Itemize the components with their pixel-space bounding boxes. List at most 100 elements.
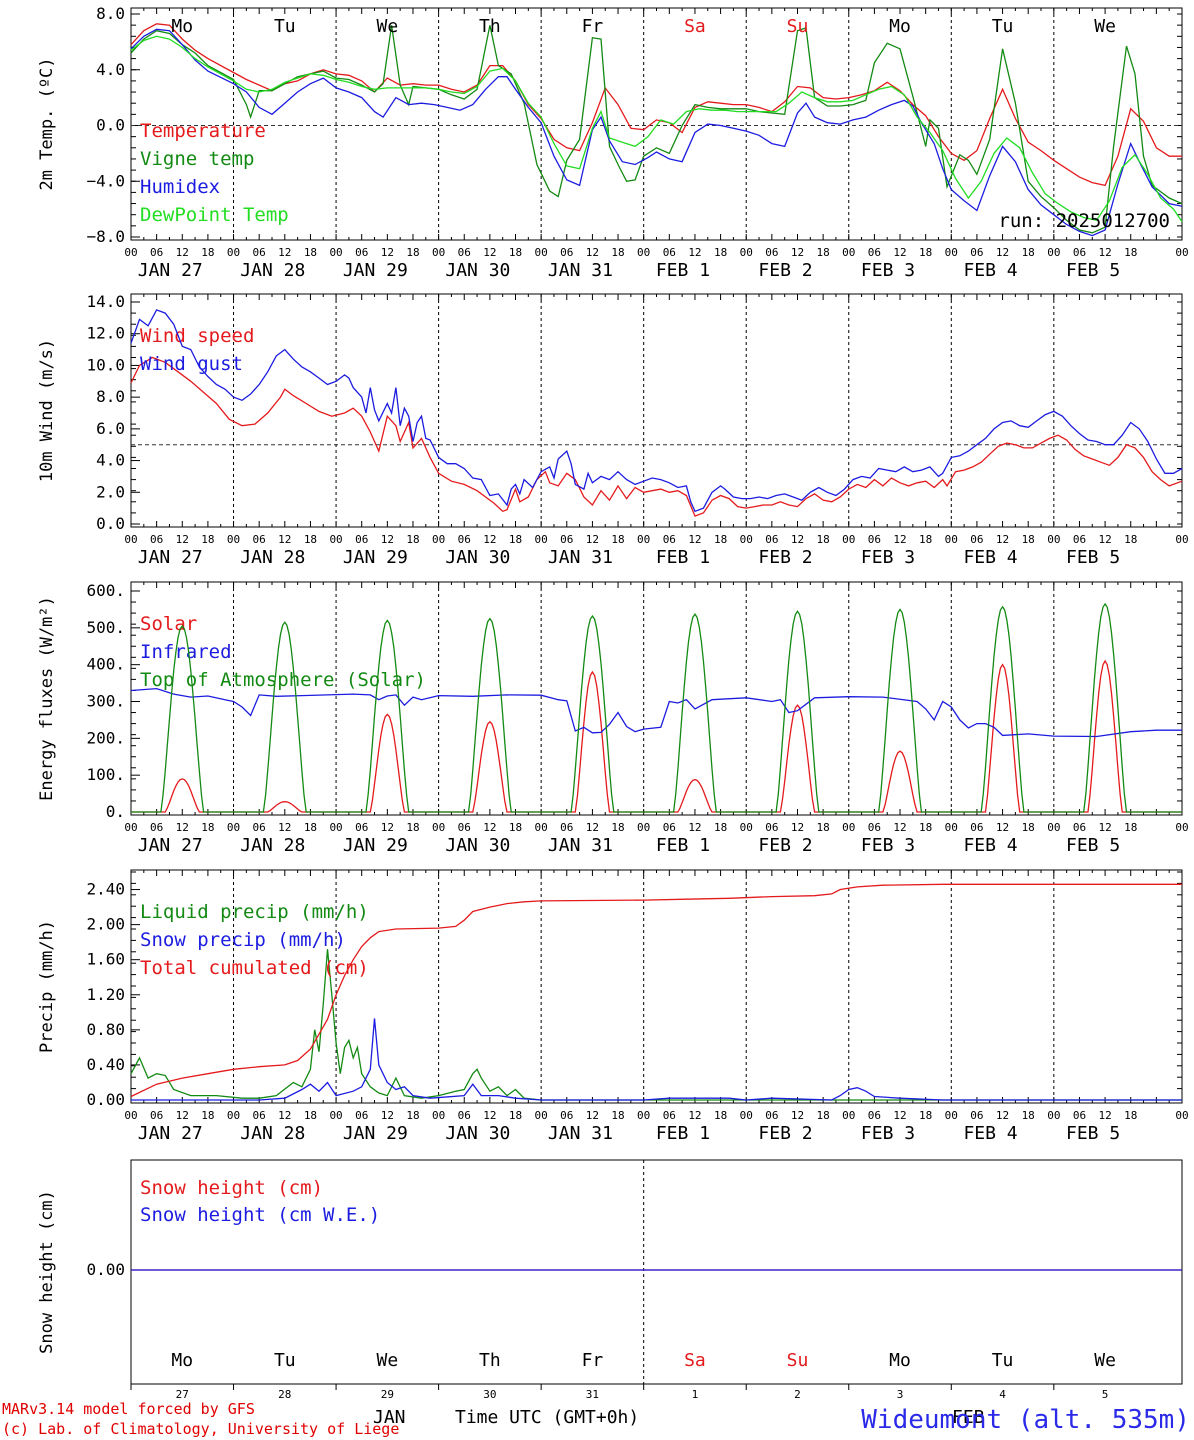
- hour-tick-label: 12: [278, 821, 291, 834]
- hour-tick-label: 06: [765, 1109, 778, 1122]
- hour-tick-label: 00: [535, 821, 548, 834]
- hour-tick-label: 12: [278, 533, 291, 546]
- date-label: JAN 27: [138, 547, 203, 568]
- y-axis-label: Energy fluxes (W/m²): [37, 596, 57, 801]
- hour-tick-label: 12: [1098, 533, 1111, 546]
- hour-tick-label: 00: [740, 1109, 753, 1122]
- date-label: FEB 1: [656, 835, 710, 856]
- plot-frame: [130, 293, 1183, 528]
- hour-tick-label: 12: [996, 246, 1009, 259]
- date-label: FEB 5: [1066, 547, 1120, 568]
- day-number-label: 28: [278, 1388, 291, 1401]
- series-line-infrared: [130, 687, 1182, 738]
- hour-tick-label: 06: [663, 1109, 676, 1122]
- hour-tick-label: 18: [1022, 1109, 1035, 1122]
- hour-tick-label: 12: [278, 246, 291, 259]
- hour-tick-label: 06: [970, 533, 983, 546]
- hour-tick-label: 06: [560, 246, 573, 259]
- hour-tick-label: 00: [842, 246, 855, 259]
- hour-tick-label: 06: [560, 821, 573, 834]
- date-label: JAN 28: [240, 547, 305, 568]
- series-line-dewpoint-temp: [130, 35, 1183, 223]
- date-label: JAN 30: [445, 835, 510, 856]
- hour-tick-label: 00: [945, 821, 958, 834]
- date-label: FEB 2: [758, 835, 812, 856]
- hour-tick-label: 18: [1124, 821, 1137, 834]
- weekday-label: Tu: [274, 16, 296, 37]
- y-axis-label: 2m Temp. (ºC): [37, 57, 57, 190]
- date-label: JAN 30: [445, 547, 510, 568]
- hour-tick-label: 12: [893, 821, 906, 834]
- hour-tick-label: 00: [432, 821, 445, 834]
- day-number-label: 3: [897, 1388, 904, 1401]
- hour-tick-label: 06: [458, 1109, 471, 1122]
- y-tick-label: 1.60: [86, 950, 125, 969]
- day-number-label: 1: [692, 1388, 699, 1401]
- hour-tick-label: 00: [432, 246, 445, 259]
- hour-tick-label: 18: [201, 246, 214, 259]
- y-tick-label: 0.0: [96, 116, 125, 135]
- hour-tick-label: 18: [201, 1109, 214, 1122]
- hour-tick-label: 18: [919, 821, 932, 834]
- date-label: JAN 30: [445, 1123, 510, 1144]
- y-tick-label: 0.: [106, 802, 125, 821]
- hour-tick-label: 18: [201, 533, 214, 546]
- hour-tick-label: 12: [893, 1109, 906, 1122]
- legend-entry: Snow height (cm W.E.): [140, 1204, 380, 1226]
- day-number-label: 27: [176, 1388, 189, 1401]
- date-label: FEB 1: [656, 1123, 710, 1144]
- hour-tick-label: 00: [432, 1109, 445, 1122]
- day-number-label: 2: [794, 1388, 801, 1401]
- hour-tick-label: 00: [740, 246, 753, 259]
- hour-tick-label: 00: [124, 533, 137, 546]
- hour-tick-label: 12: [996, 821, 1009, 834]
- y-tick-label: 500.: [86, 618, 125, 637]
- hour-tick-label: 06: [150, 821, 163, 834]
- time-axis-label: Time UTC (GMT+0h): [455, 1407, 639, 1428]
- date-label: JAN 27: [138, 835, 203, 856]
- legend-entry: Wind speed: [140, 325, 254, 347]
- hour-tick-label: 12: [278, 1109, 291, 1122]
- hour-tick-label: 06: [970, 1109, 983, 1122]
- hour-tick-label: 00: [124, 1109, 137, 1122]
- hour-tick-label: 00: [842, 533, 855, 546]
- hour-tick-label: 18: [816, 1109, 829, 1122]
- hour-tick-label: 06: [150, 533, 163, 546]
- weekday-label: Sa: [684, 16, 706, 37]
- panel-4: 2.40 2.00 1.60 1.20 0.80 0.40 0.00 Precip (mm/h…: [37, 869, 1189, 1144]
- legend-entry: Temperature: [140, 120, 266, 142]
- y-tick-label: 4.0: [96, 60, 125, 79]
- weekday-label: Fr: [582, 1350, 604, 1371]
- hour-tick-label: 06: [458, 821, 471, 834]
- hour-tick-label: 00: [1047, 533, 1060, 546]
- weekday-label: We: [1094, 1350, 1116, 1371]
- y-axis-label: 10m Wind (m/s): [37, 339, 57, 482]
- day-number-label: 30: [483, 1388, 496, 1401]
- date-label: JAN 28: [240, 260, 305, 281]
- date-label: JAN 28: [240, 1123, 305, 1144]
- hour-tick-label: 12: [893, 533, 906, 546]
- y-tick-label: 2.00: [86, 915, 125, 934]
- weekday-label: We: [376, 16, 398, 37]
- hour-tick-label: 00: [637, 1109, 650, 1122]
- hour-tick-label: 00: [945, 246, 958, 259]
- y-tick-label: −4.0: [86, 171, 125, 190]
- hour-tick-label: 06: [663, 821, 676, 834]
- hour-tick-label: 18: [304, 533, 317, 546]
- hour-tick-label: 00: [842, 1109, 855, 1122]
- hour-tick-label: 12: [483, 533, 496, 546]
- weekday-label: We: [1094, 16, 1116, 37]
- hour-tick-label: 00: [842, 821, 855, 834]
- date-label: FEB 3: [861, 260, 915, 281]
- y-tick-label: −8.0: [86, 227, 125, 246]
- hour-tick-label: 18: [1124, 1109, 1137, 1122]
- hour-tick-label: 18: [714, 1109, 727, 1122]
- hour-tick-label: 06: [150, 246, 163, 259]
- y-tick-label: 300.: [86, 692, 125, 711]
- hour-tick-label: 00: [432, 533, 445, 546]
- panel-5: 0.00 Snow height (cm) Snow height (cm) Snow…: [37, 1159, 1183, 1401]
- hour-tick-label: 06: [970, 246, 983, 259]
- hour-tick-label: 18: [611, 1109, 624, 1122]
- plot-frame: [130, 581, 1183, 816]
- hour-tick-label: 12: [996, 533, 1009, 546]
